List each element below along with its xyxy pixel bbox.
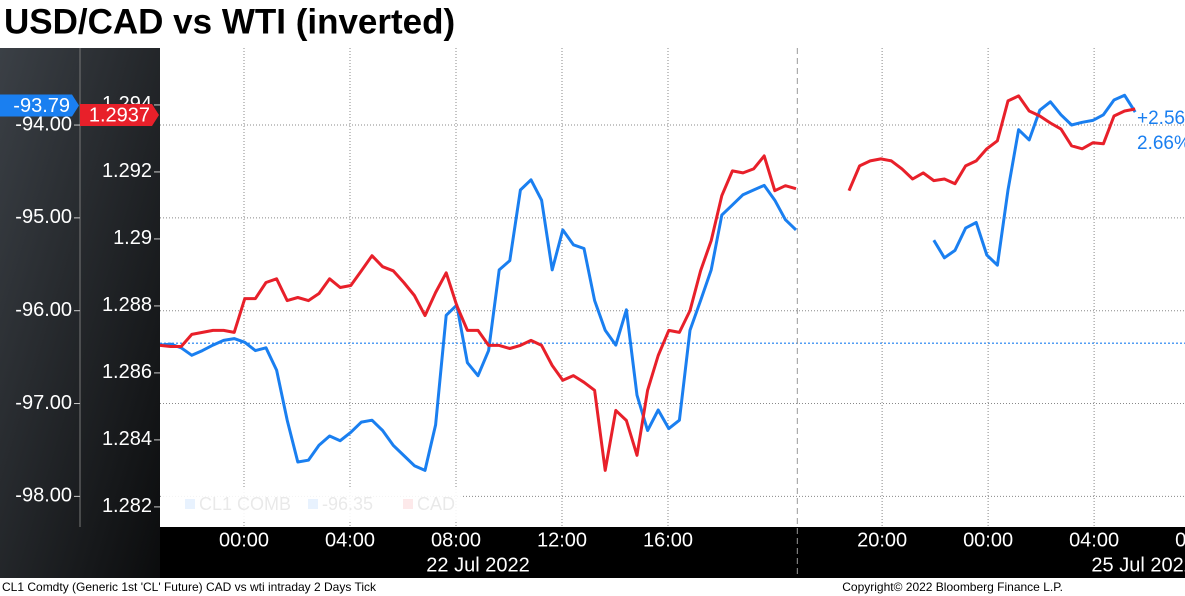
series-line (160, 94, 1136, 472)
chart-title: USD/CAD vs WTI (inverted) (4, 2, 455, 41)
last-value-label: -93.79 (13, 95, 70, 117)
y2-tick-label: -96.00 (15, 299, 72, 321)
x-tick-label: 12:00 (537, 529, 587, 551)
plot-area (160, 48, 1185, 527)
x-tick-label: 08:00 (1175, 529, 1185, 551)
x-tick-label: 04:00 (1069, 529, 1119, 551)
footer-source: CL1 Comdty (Generic 1st 'CL' Future) CAD… (2, 580, 377, 594)
y2-tick-label: -97.00 (15, 392, 72, 414)
annotation: 2.66% (1137, 133, 1185, 154)
y-tick-label: 1.292 (102, 160, 152, 182)
x-tick-label: 04:00 (325, 529, 375, 551)
y2-tick-label: -94.00 (15, 113, 72, 135)
annotation: +2.56 (1137, 108, 1185, 129)
x-axis-panel (160, 527, 1185, 578)
y2-tick-label: -98.00 (15, 485, 72, 507)
legend-box (163, 489, 463, 521)
x-tick-label: 00:00 (963, 529, 1013, 551)
y2-tick-label: -95.00 (15, 206, 72, 228)
date-label: 22 Jul 2022 (426, 554, 529, 576)
y-tick-label: 1.284 (102, 428, 152, 450)
y-tick-label: 1.288 (102, 294, 152, 316)
x-tick-label: 08:00 (431, 529, 481, 551)
last-value-tag (80, 103, 159, 126)
date-label: 25 Jul 2022 (1091, 554, 1185, 576)
x-tick-label: 00:00 (219, 529, 269, 551)
series-line (160, 93, 1137, 472)
footer-copyright: Copyright© 2022 Bloomberg Finance L.P. (842, 580, 1063, 594)
x-tick-label: 20:00 (857, 529, 907, 551)
y-tick-label: 1.286 (102, 361, 152, 383)
y-tick-label: 1.282 (102, 495, 152, 517)
x-tick-label: 16:00 (643, 529, 693, 551)
last-value-label: 1.2937 (89, 104, 150, 126)
y-tick-label: 1.29 (113, 227, 152, 249)
last-value-tag (0, 94, 79, 117)
